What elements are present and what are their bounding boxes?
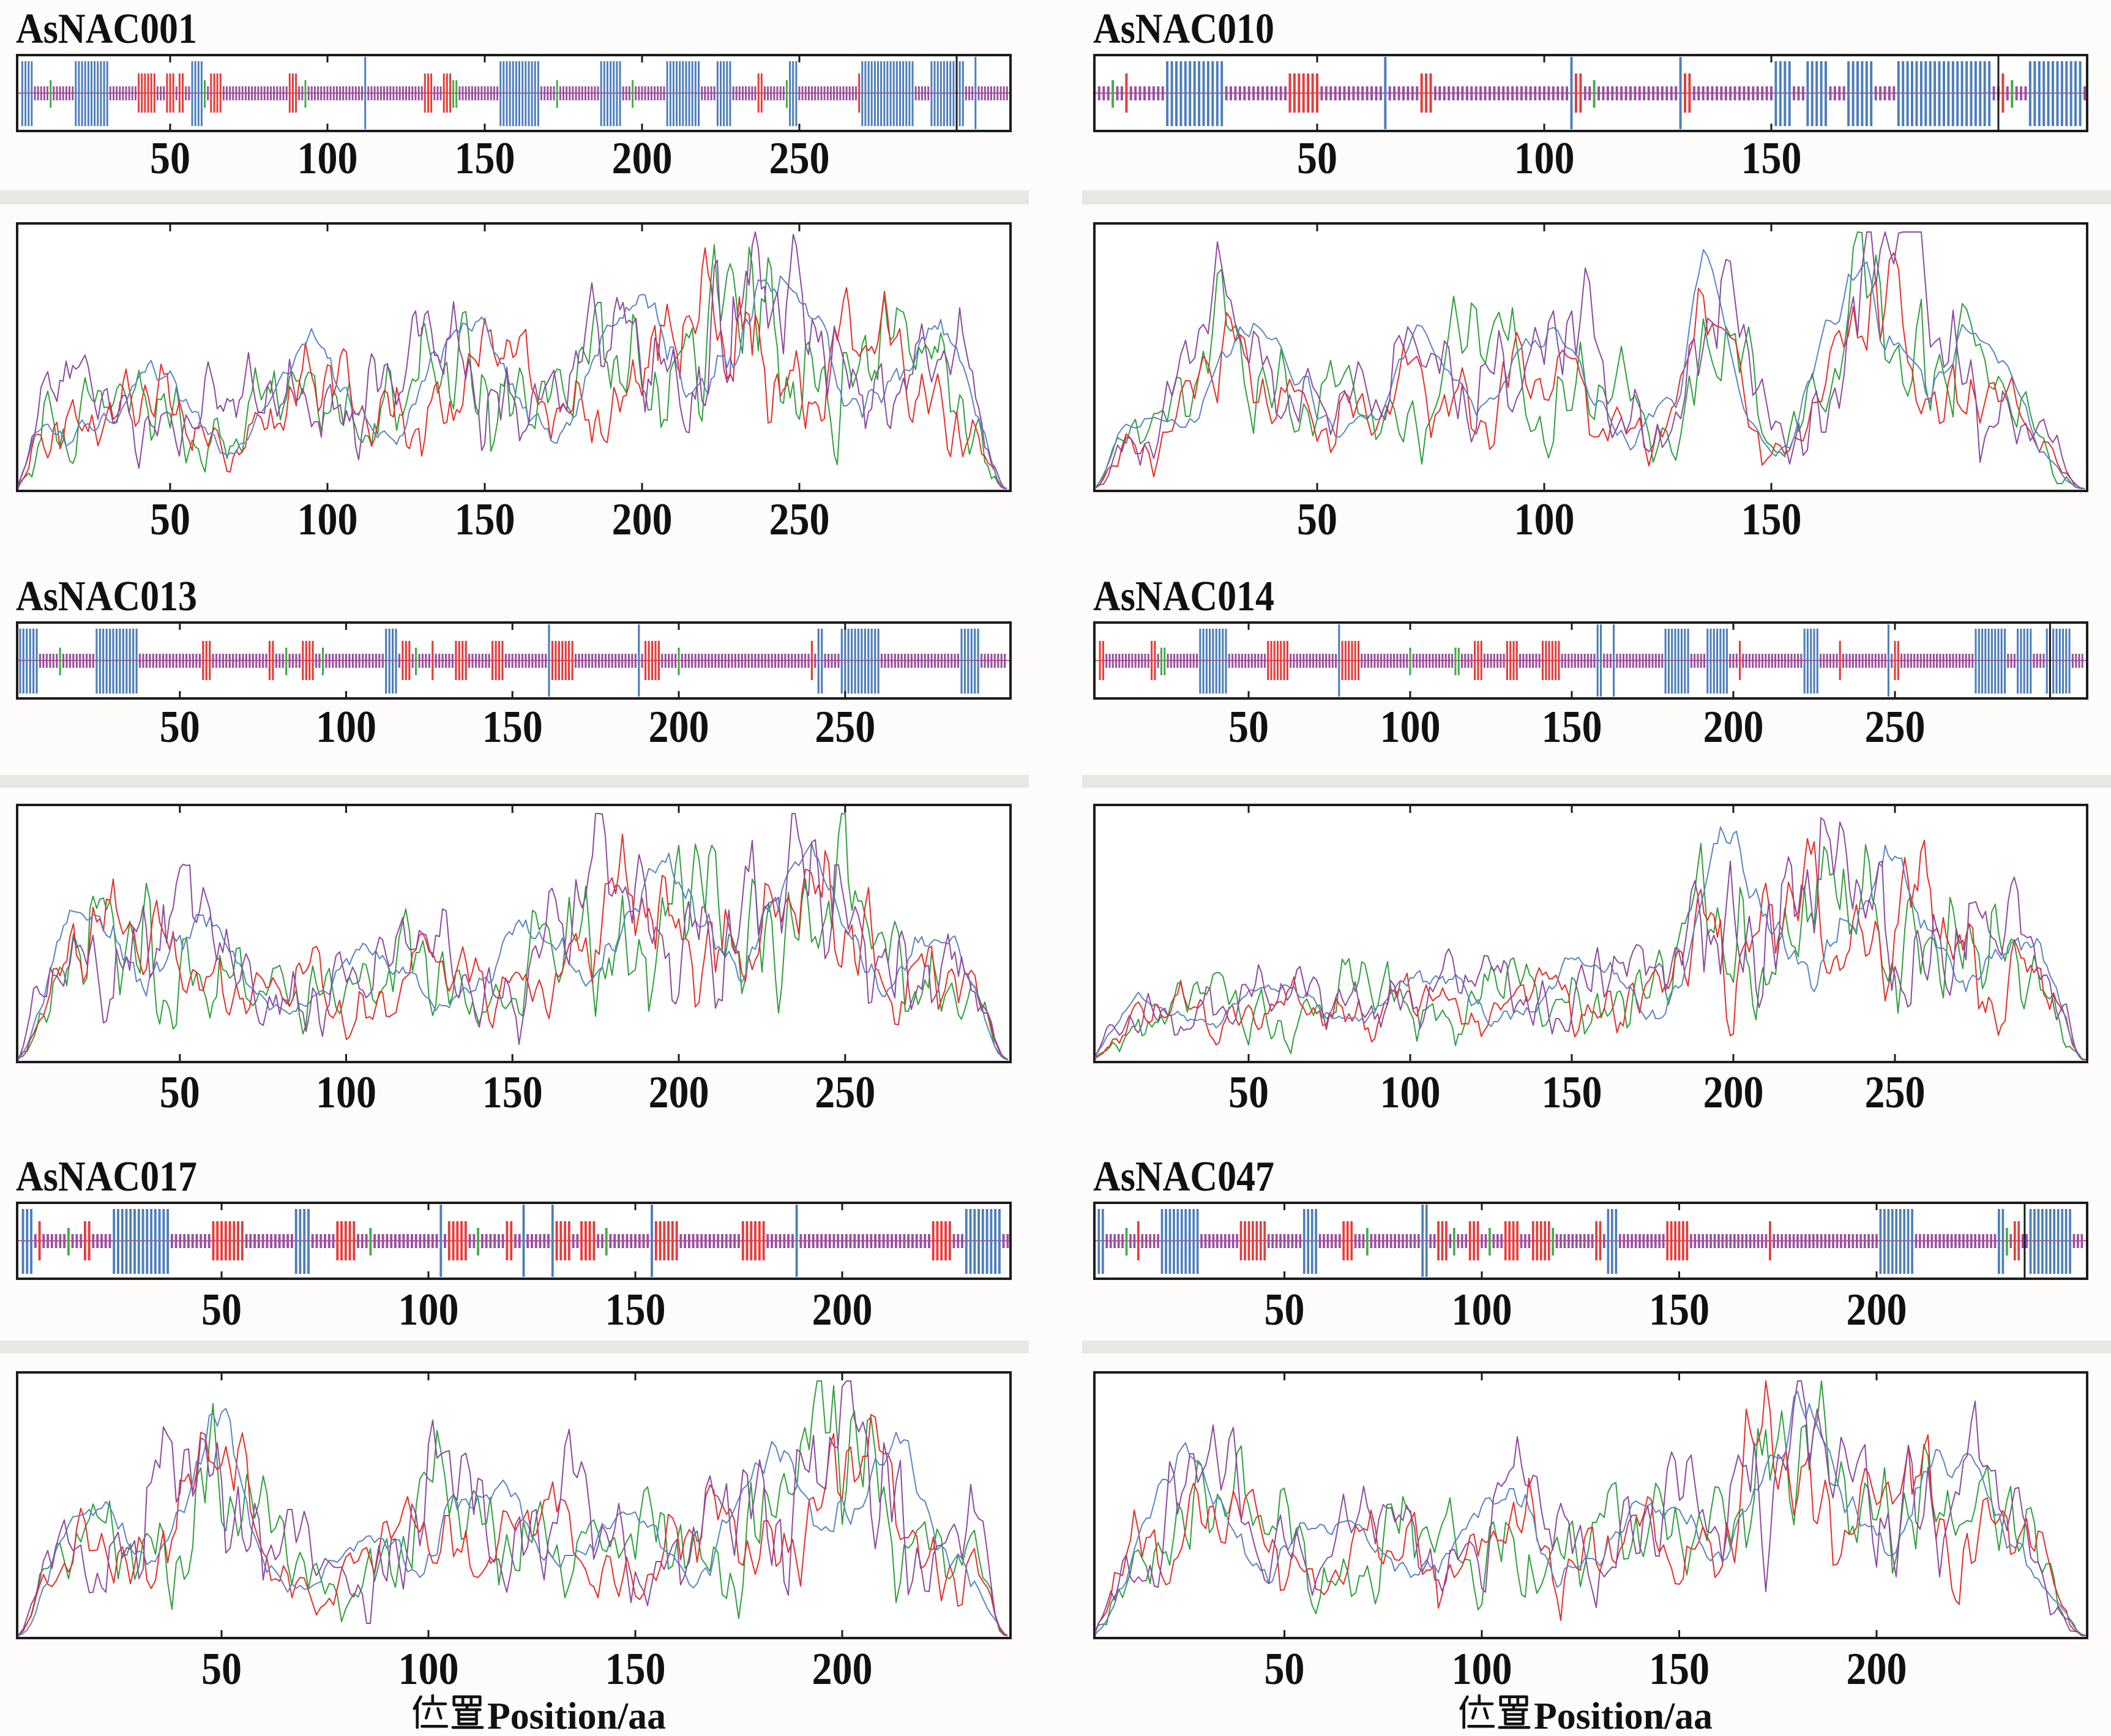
svg-text:150: 150 bbox=[482, 702, 543, 752]
svg-text:200: 200 bbox=[812, 1644, 873, 1694]
svg-text:150: 150 bbox=[1649, 1285, 1709, 1335]
svg-text:100: 100 bbox=[1380, 702, 1441, 752]
svg-text:Position/aa: Position/aa bbox=[487, 1696, 666, 1736]
svg-text:50: 50 bbox=[1265, 1644, 1305, 1694]
svg-text:50: 50 bbox=[1228, 1068, 1269, 1118]
svg-text:200: 200 bbox=[612, 133, 673, 184]
svg-text:200: 200 bbox=[1847, 1285, 1907, 1335]
svg-text:150: 150 bbox=[605, 1644, 666, 1694]
svg-text:50: 50 bbox=[201, 1285, 242, 1335]
svg-text:150: 150 bbox=[1649, 1644, 1709, 1694]
svg-text:150: 150 bbox=[1542, 1068, 1602, 1118]
svg-text:250: 250 bbox=[815, 702, 875, 752]
svg-text:250: 250 bbox=[769, 495, 830, 545]
svg-text:Position/aa: Position/aa bbox=[1534, 1696, 1713, 1736]
svg-text:100: 100 bbox=[1452, 1644, 1512, 1694]
svg-text:250: 250 bbox=[1865, 1068, 1926, 1118]
svg-text:150: 150 bbox=[482, 1068, 543, 1118]
svg-text:150: 150 bbox=[605, 1285, 666, 1335]
svg-text:200: 200 bbox=[612, 495, 673, 545]
svg-text:150: 150 bbox=[1542, 702, 1602, 752]
svg-text:50: 50 bbox=[160, 702, 200, 752]
svg-text:50: 50 bbox=[1265, 1285, 1305, 1335]
svg-text:50: 50 bbox=[201, 1644, 242, 1694]
svg-text:200: 200 bbox=[649, 1068, 709, 1118]
svg-text:100: 100 bbox=[1514, 495, 1575, 545]
svg-text:AsNAC010: AsNAC010 bbox=[1093, 6, 1274, 53]
svg-text:50: 50 bbox=[1297, 495, 1337, 545]
svg-text:100: 100 bbox=[297, 495, 358, 545]
svg-text:250: 250 bbox=[815, 1068, 875, 1118]
svg-text:AsNAC001: AsNAC001 bbox=[16, 6, 197, 53]
svg-text:AsNAC014: AsNAC014 bbox=[1093, 573, 1274, 620]
svg-text:150: 150 bbox=[455, 495, 515, 545]
svg-text:50: 50 bbox=[1297, 133, 1337, 184]
svg-text:100: 100 bbox=[316, 702, 376, 752]
svg-text:100: 100 bbox=[1452, 1285, 1512, 1335]
svg-text:100: 100 bbox=[398, 1285, 459, 1335]
svg-text:200: 200 bbox=[1703, 1068, 1764, 1118]
svg-text:50: 50 bbox=[1228, 702, 1269, 752]
svg-text:100: 100 bbox=[398, 1644, 459, 1694]
svg-text:AsNAC047: AsNAC047 bbox=[1093, 1153, 1274, 1200]
svg-text:250: 250 bbox=[1865, 702, 1926, 752]
svg-text:200: 200 bbox=[1847, 1644, 1907, 1694]
svg-text:100: 100 bbox=[1514, 133, 1575, 184]
svg-text:100: 100 bbox=[1380, 1068, 1441, 1118]
svg-text:100: 100 bbox=[297, 133, 358, 184]
svg-text:100: 100 bbox=[316, 1068, 376, 1118]
svg-text:150: 150 bbox=[455, 133, 515, 184]
svg-text:250: 250 bbox=[769, 133, 830, 184]
svg-text:150: 150 bbox=[1741, 133, 1802, 184]
svg-text:AsNAC017: AsNAC017 bbox=[16, 1153, 197, 1200]
svg-text:200: 200 bbox=[1703, 702, 1764, 752]
svg-text:200: 200 bbox=[649, 702, 709, 752]
svg-text:50: 50 bbox=[150, 495, 190, 545]
svg-text:AsNAC013: AsNAC013 bbox=[16, 573, 197, 620]
svg-text:50: 50 bbox=[150, 133, 190, 184]
svg-text:50: 50 bbox=[160, 1068, 200, 1118]
svg-text:200: 200 bbox=[812, 1285, 873, 1335]
svg-text:150: 150 bbox=[1741, 495, 1802, 545]
